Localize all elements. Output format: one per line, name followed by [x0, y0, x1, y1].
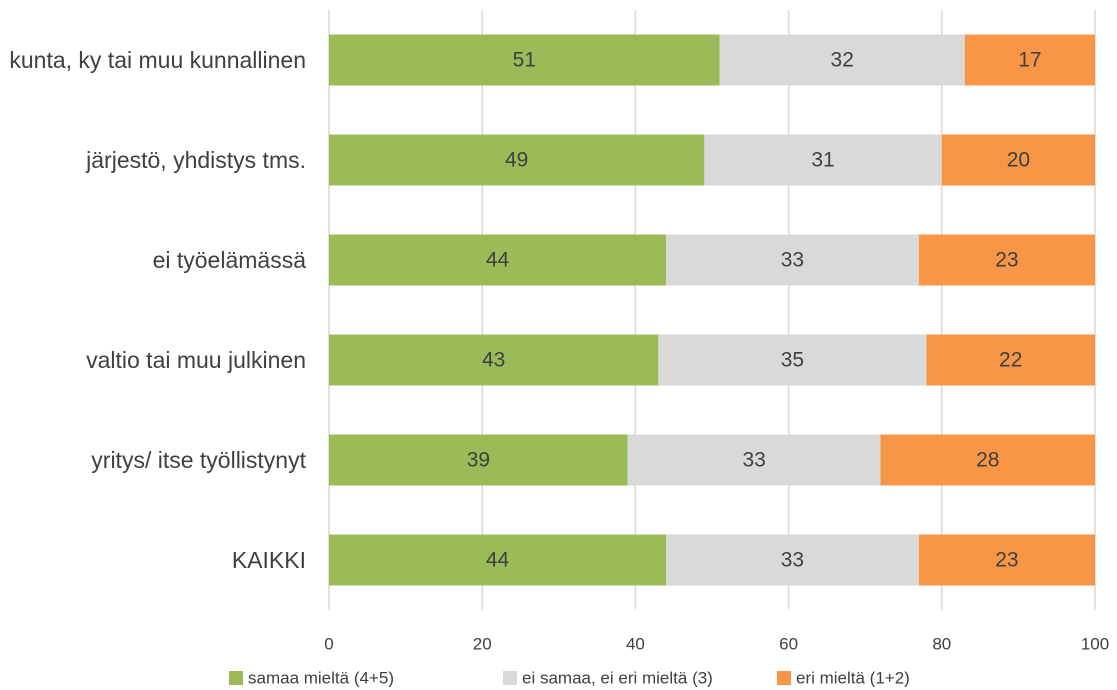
- data-label: 35: [781, 349, 804, 372]
- data-label: 51: [513, 49, 536, 72]
- bar-segment: [329, 434, 628, 486]
- bar-segment: [704, 134, 942, 186]
- x-tick-label: 0: [324, 634, 333, 653]
- data-label: 33: [742, 449, 765, 472]
- data-label: 23: [995, 249, 1018, 272]
- x-tick-label: 80: [932, 634, 951, 653]
- x-tick-label: 20: [473, 634, 492, 653]
- bar-segment: [918, 534, 1095, 586]
- bar-segment: [627, 434, 881, 486]
- data-label: 32: [831, 49, 854, 72]
- data-label: 23: [995, 549, 1018, 572]
- y-tick-label: kunta, ky tai muu kunnallinen: [9, 47, 306, 73]
- bar-segment: [329, 234, 667, 286]
- data-label: 28: [976, 449, 999, 472]
- x-tick-label: 60: [779, 634, 798, 653]
- data-label: 22: [999, 349, 1022, 372]
- data-label: 44: [486, 249, 510, 272]
- legend-label: ei samaa, ei eri mieltä (3): [522, 668, 713, 687]
- bar-segment: [964, 34, 1095, 86]
- data-label: 33: [781, 549, 804, 572]
- bar-segment: [666, 534, 919, 586]
- y-tick-label: valtio tai muu julkinen: [86, 347, 306, 373]
- y-tick-label: ei työelämässä: [152, 247, 306, 273]
- data-label: 17: [1018, 49, 1041, 72]
- y-tick-label: yritys/ itse työllistynyt: [91, 447, 306, 473]
- bar-segment: [329, 534, 667, 586]
- legend-label: eri mieltä (1+2): [796, 668, 910, 687]
- bar-segment: [329, 34, 720, 86]
- data-label: 49: [505, 149, 528, 172]
- data-label: 43: [482, 349, 505, 372]
- y-tick-label: järjestö, yhdistys tms.: [86, 147, 306, 173]
- bar-segment: [666, 234, 919, 286]
- bar-segment: [658, 334, 927, 386]
- bar-segment: [941, 134, 1095, 186]
- bar-segment: [329, 334, 659, 386]
- x-tick-label: 100: [1081, 634, 1109, 653]
- data-label: 31: [811, 149, 834, 172]
- bar-segment: [329, 134, 705, 186]
- x-tick-label: 40: [626, 634, 645, 653]
- bar-segment: [926, 334, 1095, 386]
- data-label: 44: [486, 549, 510, 572]
- bar-segment: [880, 434, 1095, 486]
- legend-swatch: [229, 671, 243, 685]
- legend-swatch: [503, 671, 517, 685]
- y-tick-label: KAIKKI: [231, 547, 306, 573]
- bar-segment: [719, 34, 965, 86]
- legend-swatch: [777, 671, 791, 685]
- data-label: 33: [781, 249, 804, 272]
- data-label: 20: [1007, 149, 1030, 172]
- data-label: 39: [467, 449, 490, 472]
- legend-label: samaa mieltä (4+5): [248, 668, 394, 687]
- bar-segment: [918, 234, 1095, 286]
